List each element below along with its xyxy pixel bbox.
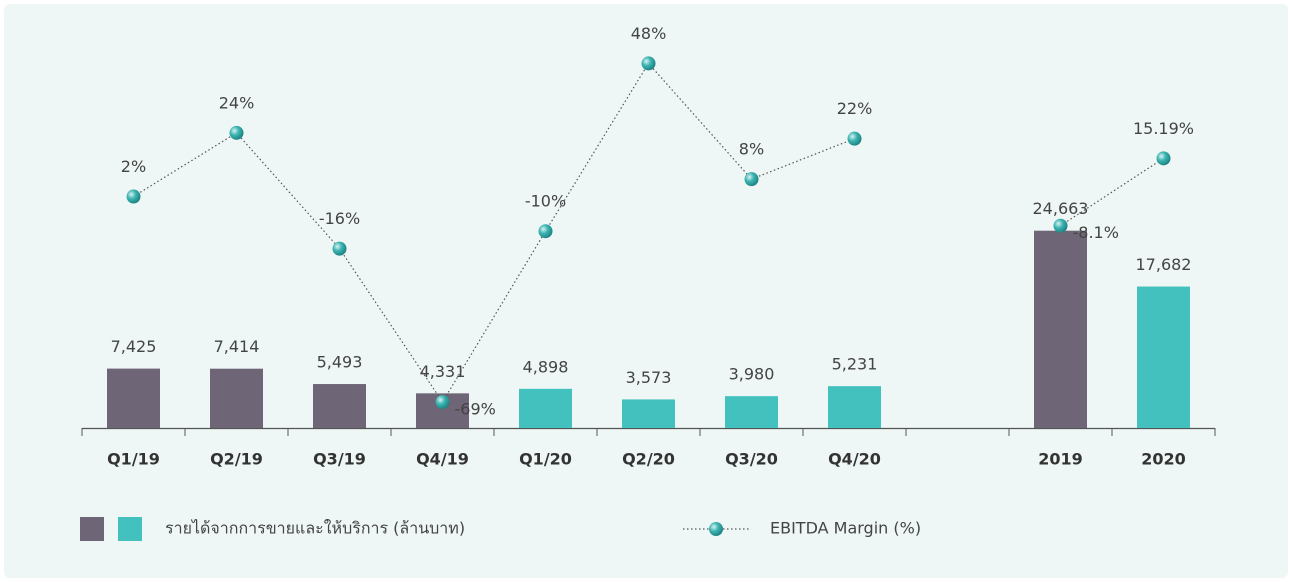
- bar: [1137, 286, 1190, 428]
- x-tick-label: Q1/19: [107, 450, 160, 469]
- line-marker: [435, 394, 450, 409]
- x-tick-label: 2019: [1038, 450, 1083, 469]
- bar: [210, 368, 263, 428]
- x-tick-label: Q2/20: [622, 450, 675, 469]
- line-value-label: -8.1%: [1073, 223, 1119, 242]
- line-value-label: -10%: [525, 192, 566, 211]
- bar-value-label: 3,980: [729, 365, 775, 384]
- bar-value-label: 17,682: [1136, 255, 1192, 274]
- line-value-label: 48%: [631, 24, 667, 43]
- bar-value-label: 4,331: [420, 362, 466, 381]
- line-marker: [744, 172, 759, 187]
- legend-label: รายได้จากการขายและให้บริการ (ล้านบาท): [165, 519, 465, 538]
- line-value-label: 22%: [837, 99, 873, 118]
- bar: [1034, 230, 1087, 428]
- legend-swatch: [118, 517, 142, 541]
- x-tick-label: Q4/19: [416, 450, 469, 469]
- line-marker: [538, 224, 553, 239]
- x-tick-label: Q1/20: [519, 450, 572, 469]
- bar-value-label: 5,493: [317, 353, 363, 372]
- line-marker: [332, 241, 347, 256]
- line-value-label: 2%: [121, 157, 146, 176]
- legend-swatch: [80, 517, 104, 541]
- line-marker: [1053, 218, 1068, 233]
- line-value-label: -16%: [319, 209, 360, 228]
- line-marker: [847, 131, 862, 146]
- bar-value-label: 7,414: [214, 337, 260, 356]
- line: [133, 62, 1164, 404]
- bar-value-label: 5,231: [832, 355, 878, 374]
- bar-value-label: 24,663: [1033, 199, 1089, 218]
- x-tick-label: Q2/19: [210, 450, 263, 469]
- bar: [107, 368, 160, 428]
- bar-value-label: 4,898: [523, 357, 569, 376]
- line-value-label: 24%: [219, 93, 255, 112]
- legend: รายได้จากการขายและให้บริการ (ล้านบาท) EB…: [80, 517, 921, 541]
- x-tick-label: Q3/19: [313, 450, 366, 469]
- bar: [313, 384, 366, 428]
- bar: [725, 396, 778, 428]
- x-tick-label: Q4/20: [828, 450, 881, 469]
- legend-label: EBITDA Margin (%): [770, 519, 921, 538]
- x-tick-label: Q3/20: [725, 450, 778, 469]
- line-marker: [641, 56, 656, 71]
- bar-value-label: 3,573: [626, 368, 672, 387]
- bar: [622, 399, 675, 428]
- bar: [828, 386, 881, 428]
- line-marker: [1156, 151, 1171, 166]
- legend-marker: [709, 522, 723, 536]
- line-value-label: 15.19%: [1133, 119, 1194, 138]
- x-tick-label: 2020: [1141, 450, 1186, 469]
- bar: [519, 388, 572, 428]
- line-value-label: 8%: [739, 140, 764, 159]
- line-value-label: -69%: [455, 399, 496, 418]
- background: [4, 4, 1288, 578]
- line-marker: [126, 189, 141, 204]
- line-marker: [229, 125, 244, 140]
- bar-value-label: 7,425: [111, 337, 157, 356]
